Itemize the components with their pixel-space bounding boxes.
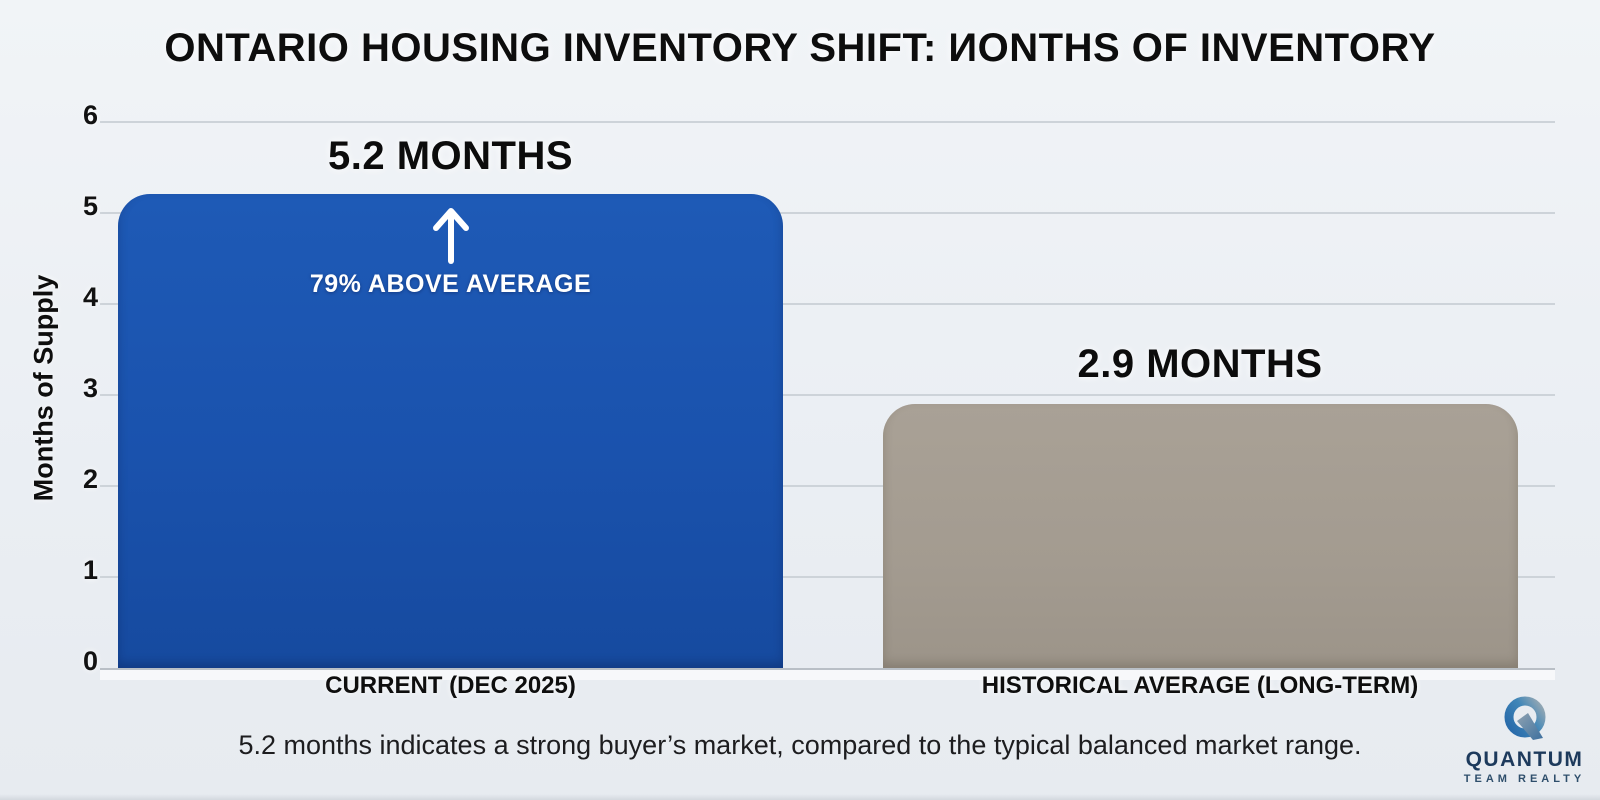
bar-historical (883, 404, 1518, 668)
gridline-3 (100, 394, 1555, 396)
gridline-6 (100, 121, 1555, 123)
bar-annotation: 79% ABOVE AVERAGE (309, 270, 592, 298)
gridline-4 (100, 303, 1555, 305)
ytick-0: 0 (82, 646, 98, 676)
bar-current: 79% ABOVE AVERAGE (118, 194, 783, 668)
ytick-3: 3 (82, 373, 98, 403)
chart-caption: 5.2 months indicates a strong buyer’s ma… (238, 730, 1362, 760)
axis-strip (100, 670, 1555, 680)
gridline-2 (100, 485, 1555, 487)
ytick-6: 6 (82, 100, 98, 130)
bottom-shadow (0, 794, 1600, 800)
bar-value-historical: 2.9 MONTHS (1077, 342, 1323, 386)
category-label-historical: HISTORICAL AVERAGE (LONG-TERM) (981, 672, 1419, 699)
gridline-1 (100, 576, 1555, 578)
x-axis-baseline (100, 668, 1555, 670)
brand-tagline: TEAM REALTY (1463, 773, 1586, 785)
brand-name: QUANTUM (1465, 748, 1584, 771)
bar-value-current: 5.2 MONTHS (327, 134, 574, 178)
ytick-2: 2 (82, 464, 98, 494)
category-label-current: CURRENT (DEC 2025) (325, 672, 576, 699)
y-axis-label: Months of Supply (28, 274, 59, 502)
ytick-4: 4 (82, 282, 98, 312)
ytick-1: 1 (82, 555, 98, 585)
chart-title: ONTARIO HOUSING INVENTORY SHIFT: ИONTHS … (164, 26, 1436, 70)
ytick-5: 5 (82, 191, 98, 221)
gridline-5 (100, 212, 1555, 214)
brand-logo: QUANTUM TEAM REALTY (1452, 694, 1597, 785)
quantum-q-icon (1504, 696, 1545, 740)
up-arrow-icon (428, 204, 474, 264)
